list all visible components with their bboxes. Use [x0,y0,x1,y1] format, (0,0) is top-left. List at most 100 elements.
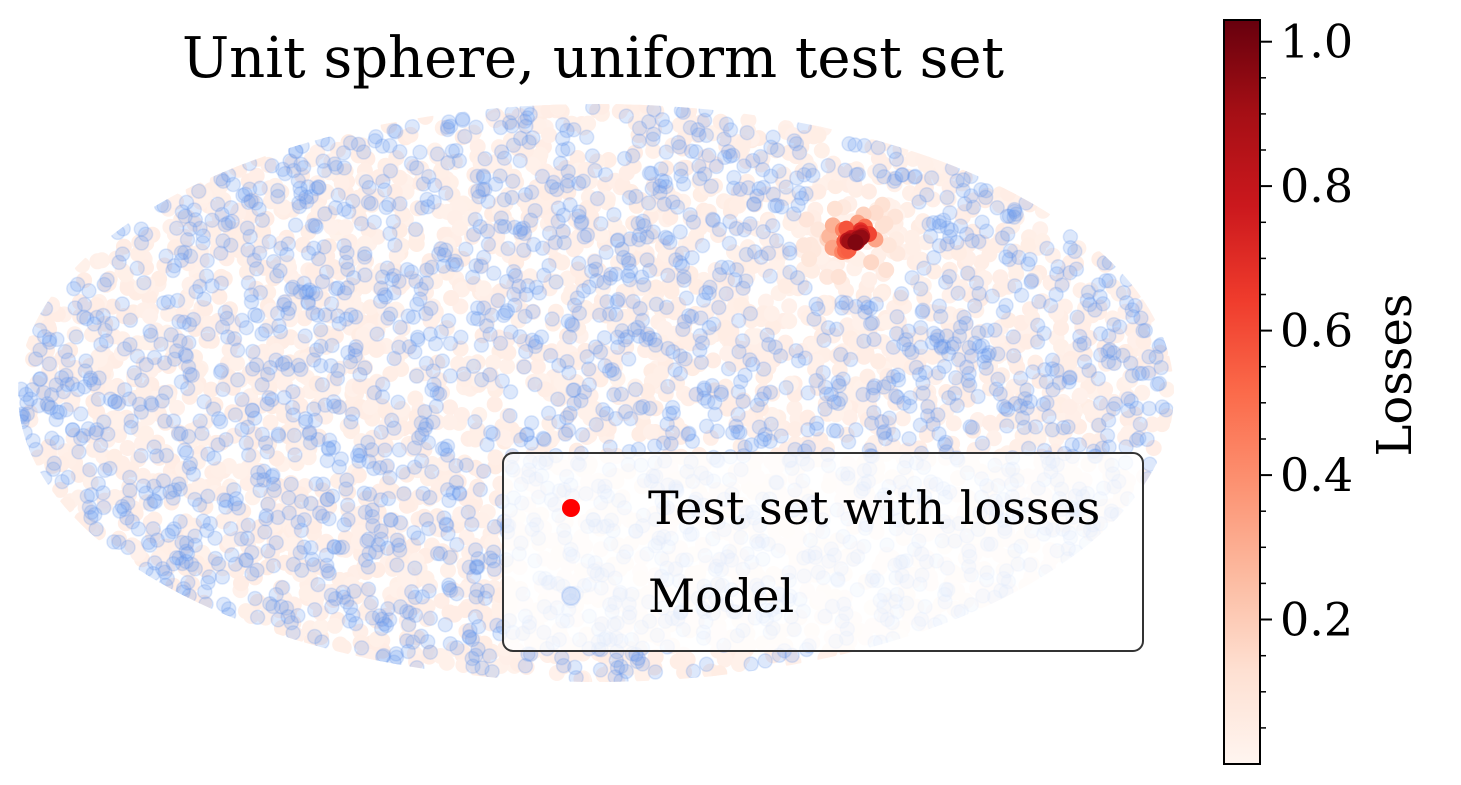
model-point [249,609,266,626]
test-point [917,234,934,251]
model-point [385,213,402,230]
model-point [688,144,704,160]
model-point [353,215,370,232]
test-point-high-loss [863,254,880,271]
model-point [791,144,808,161]
test-point-high-loss [826,200,843,217]
model-point [245,343,261,360]
test-point [618,164,635,181]
model-point [82,461,98,478]
test-point [1056,423,1073,440]
model-point [296,539,312,555]
model-point [990,371,1006,388]
model-point [214,569,231,585]
model-point [185,466,202,482]
model-point [685,663,702,680]
model-point [481,648,498,664]
model-point [202,515,219,532]
model-point [518,426,535,443]
model-point [923,170,940,186]
model-point [386,350,402,367]
model-point [672,161,689,177]
model-point [525,303,541,320]
model-point [660,378,676,395]
model-point [1100,412,1117,428]
model-point [319,452,336,469]
model-point [592,662,609,678]
model-point [589,190,606,207]
model-point [338,254,354,270]
test-point [368,341,385,358]
model-point [456,128,473,145]
test-point [244,489,261,506]
test-point [418,611,435,628]
model-point [694,237,711,254]
model-point [1158,402,1174,418]
test-point [440,562,456,579]
test-point [110,427,127,443]
model-point [366,214,383,230]
model-point [284,399,301,416]
test-point [781,313,798,330]
test-point [982,414,998,431]
test-point [860,183,877,200]
model-point [1132,416,1149,432]
test-point [424,456,441,472]
model-point [114,498,131,515]
test-point [719,400,736,417]
model-point [407,344,423,360]
model-point [485,106,501,122]
model-point [796,118,813,135]
model-point [889,389,906,406]
model-point [389,557,405,573]
model-point [254,326,270,342]
test-point [169,399,185,416]
model-point [360,581,377,597]
model-point [1101,328,1117,344]
model-point [753,249,769,265]
model-point [179,380,196,397]
model-point [654,111,671,128]
model-point [533,329,550,345]
model-point [316,162,333,179]
model-point [207,530,223,546]
model-point [383,412,400,429]
model-point [395,464,411,480]
test-point [296,310,313,327]
model-point [984,288,1001,304]
test-point [729,219,746,236]
model-point [413,453,430,469]
test-point [91,351,108,368]
model-point [870,139,886,156]
model-point [475,463,492,479]
model-point [122,482,138,499]
test-point [488,490,505,507]
model-point [467,211,484,228]
model-point [939,189,955,206]
model-point [391,442,408,458]
model-point [293,562,310,579]
model-point [357,360,373,376]
model-point [640,195,657,211]
model-point [156,413,173,429]
model-point [404,118,421,135]
test-point [392,335,409,352]
test-point [616,405,633,422]
test-point [94,252,110,269]
model-point [280,490,297,506]
test-point [332,636,349,653]
model-point [937,274,954,290]
model-point [192,278,208,295]
model-point [467,542,484,558]
model-point [535,430,552,447]
model-point [114,296,131,312]
model-point [1141,349,1157,365]
model-point [1018,195,1034,211]
model-point [283,476,299,492]
model-point [343,307,359,323]
test-point [441,414,458,431]
model-point [244,402,261,418]
test-point [1020,237,1037,254]
model-point [166,258,183,274]
model-point [707,406,723,423]
